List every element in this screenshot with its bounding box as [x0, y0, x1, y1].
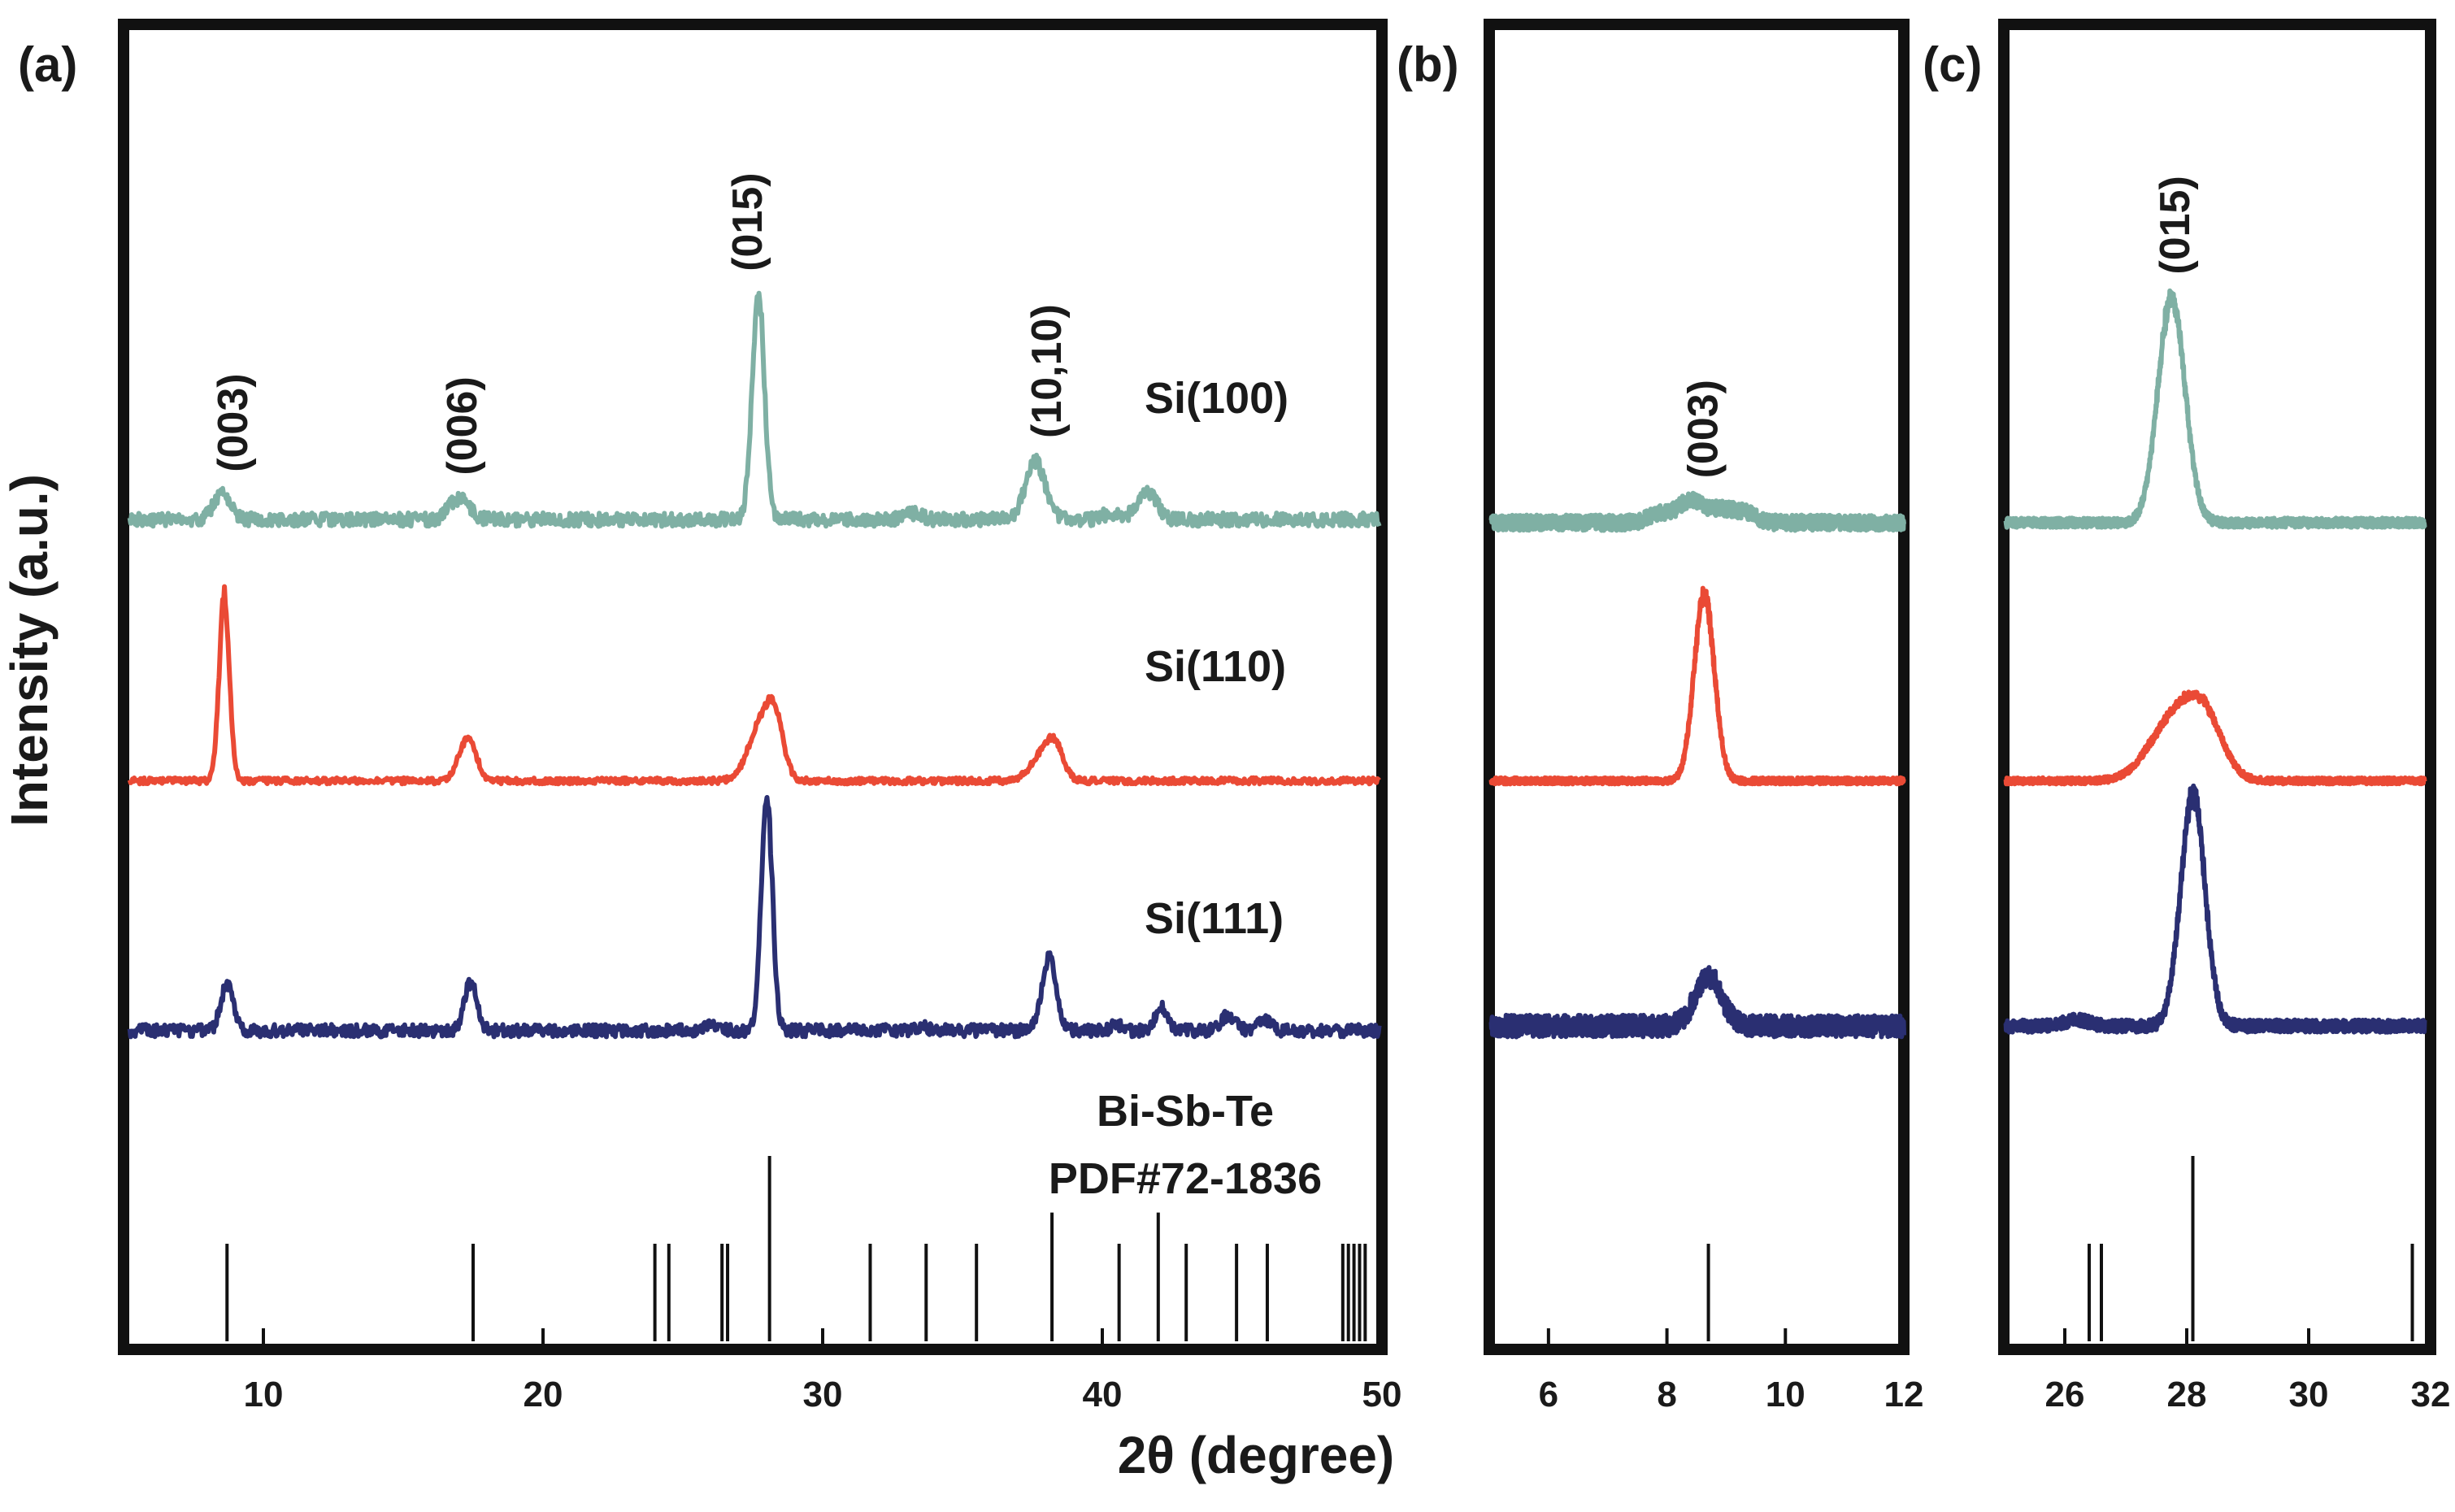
panel-0: (a) 10 20 30 40 50 Si(100) Si(110) Si(111) Bi-Sb-… [18, 19, 1402, 1414]
peak-annotation: (003) [210, 373, 257, 471]
x-tick-label: 20 [524, 1375, 563, 1414]
series-label: Si(100) [1145, 374, 1288, 423]
panel-label: (b) [1397, 37, 1459, 92]
series-line-si100 [2003, 288, 2427, 530]
panel-label: (c) [1923, 37, 1982, 92]
panel-frame [1484, 19, 1910, 1355]
x-tick-label: 32 [2411, 1375, 2451, 1414]
series-line-si110 [2003, 689, 2427, 787]
peak-annotation: (015) [724, 172, 771, 271]
peak-annotation: (10,10) [1023, 304, 1071, 438]
series-line-si111 [1488, 965, 1906, 1040]
x-tick-label: 26 [2045, 1375, 2085, 1414]
panel-frame [118, 19, 1388, 1355]
panel-label: (a) [18, 37, 77, 92]
panel-frame [1998, 19, 2436, 1355]
x-tick-label: 50 [1362, 1375, 1402, 1414]
series-line-si111 [2003, 783, 2427, 1035]
x-tick-label: 30 [2289, 1375, 2329, 1414]
series-line-si100 [1488, 490, 1906, 533]
panel-1: (b) 6 8 10 12 (003) [1397, 19, 1924, 1414]
peak-annotation: (006) [439, 376, 486, 475]
x-axis-label: 2θ (degree) [1118, 1426, 1394, 1484]
series-line-si110 [1488, 585, 1906, 787]
series-line-si111 [127, 795, 1382, 1040]
series-line-si100 [127, 290, 1382, 529]
x-tick-label: 12 [1884, 1375, 1924, 1414]
peak-annotation: (015) [2152, 176, 2199, 274]
panel-2: (c) 26 28 30 32 (015) [1923, 19, 2451, 1414]
x-tick-label: 28 [2167, 1375, 2207, 1414]
series-label: Si(111) [1145, 894, 1284, 943]
x-tick-label: 10 [1766, 1375, 1805, 1414]
reference-label: Bi-Sb-Te [1097, 1087, 1274, 1136]
x-tick-label: 30 [803, 1375, 843, 1414]
x-tick-label: 40 [1083, 1375, 1123, 1414]
x-tick-label: 6 [1539, 1375, 1558, 1414]
series-label: Si(110) [1145, 642, 1286, 691]
series-line-si110 [127, 584, 1381, 787]
reference-label: PDF#72-1836 [1049, 1154, 1322, 1203]
y-axis-label: Intensity (a.u.) [0, 474, 59, 827]
x-tick-label: 8 [1657, 1375, 1676, 1414]
peak-annotation: (003) [1679, 380, 1727, 478]
x-tick-label: 10 [244, 1375, 284, 1414]
